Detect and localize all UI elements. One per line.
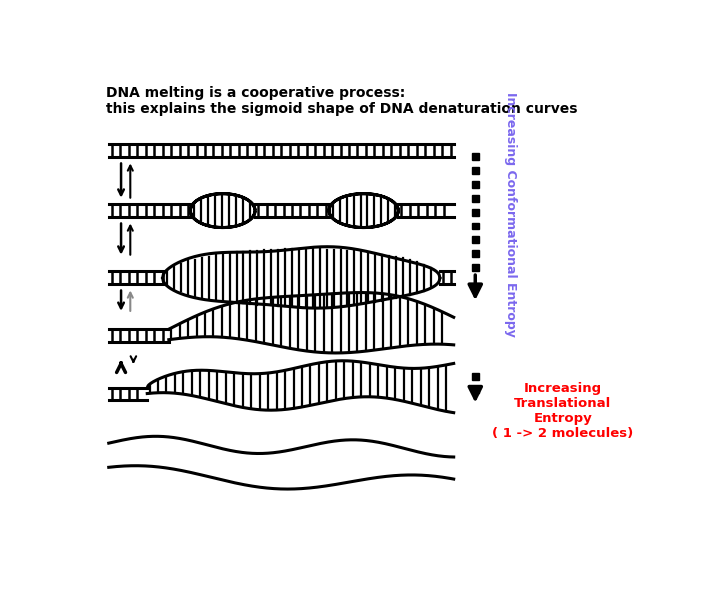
Bar — [472, 195, 479, 202]
Text: DNA melting is a cooperative process:
this explains the sigmoid shape of DNA den: DNA melting is a cooperative process: th… — [106, 86, 577, 116]
Bar — [472, 236, 479, 244]
Bar — [472, 181, 479, 188]
Bar — [472, 250, 479, 257]
Bar — [472, 167, 479, 174]
Bar — [472, 386, 479, 394]
Bar — [472, 373, 479, 380]
Text: Increasing Conformational Entropy: Increasing Conformational Entropy — [504, 92, 517, 337]
Bar — [472, 264, 479, 271]
Text: Increasing
Translational
Entropy
( 1 -> 2 molecules): Increasing Translational Entropy ( 1 -> … — [492, 382, 634, 440]
Bar — [472, 153, 479, 160]
Bar — [472, 209, 479, 215]
Bar — [472, 223, 479, 229]
